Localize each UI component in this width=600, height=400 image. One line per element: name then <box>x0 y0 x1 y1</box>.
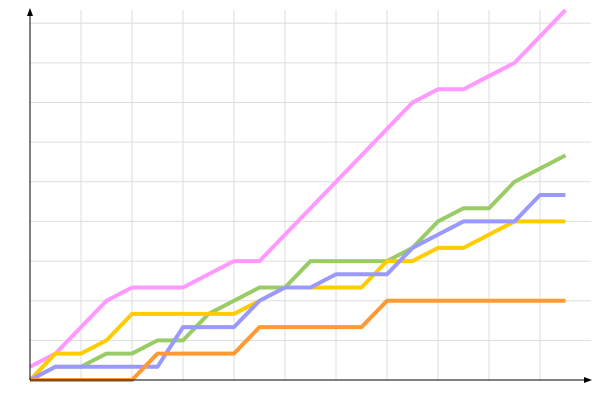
series-group <box>28 8 567 382</box>
series-line-4 <box>29 193 566 382</box>
y-axis-arrow <box>27 8 33 16</box>
x-axis-arrow <box>584 377 592 383</box>
series-line-2 <box>29 153 567 382</box>
axes <box>27 8 592 383</box>
series-line-1 <box>29 8 567 369</box>
